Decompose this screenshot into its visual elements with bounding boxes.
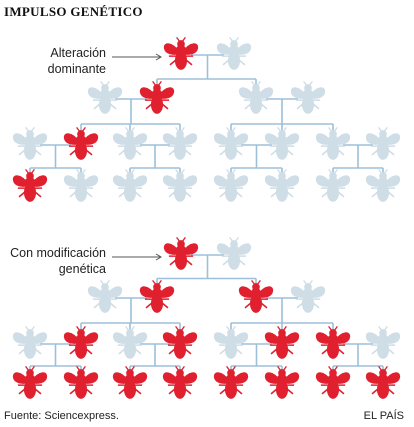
fly-individuals	[12, 36, 401, 400]
mutant-fly-icon	[163, 36, 199, 71]
normal-fly-icon	[365, 168, 401, 203]
mutant-fly-icon	[264, 365, 300, 400]
normal-fly-icon	[87, 80, 123, 115]
mutant-fly-icon	[12, 168, 48, 203]
normal-fly-icon	[213, 325, 249, 360]
mutant-fly-icon	[112, 365, 148, 400]
publisher-credit: EL PAÍS	[363, 410, 404, 422]
normal-fly-icon	[112, 168, 148, 203]
normal-fly-icon	[112, 325, 148, 360]
normal-fly-icon	[112, 126, 148, 161]
mutant-fly-icon	[162, 325, 198, 360]
normal-fly-icon	[213, 168, 249, 203]
normal-fly-icon	[12, 126, 48, 161]
normal-fly-icon	[87, 279, 123, 314]
mutant-fly-icon	[63, 365, 99, 400]
normal-fly-icon	[238, 80, 274, 115]
normal-fly-icon	[216, 36, 252, 71]
normal-fly-icon	[365, 325, 401, 360]
normal-fly-icon	[264, 126, 300, 161]
mutant-fly-icon	[63, 325, 99, 360]
normal-fly-icon	[213, 126, 249, 161]
normal-fly-icon	[162, 168, 198, 203]
mutant-fly-icon	[12, 365, 48, 400]
mutant-fly-icon	[315, 365, 351, 400]
label-line-2: genética	[58, 262, 106, 276]
label-line-1: Con modificación	[10, 246, 106, 260]
normal-fly-icon	[12, 325, 48, 360]
mutant-fly-icon	[139, 80, 175, 115]
normal-fly-icon	[216, 236, 252, 271]
mutant-fly-icon	[139, 279, 175, 314]
label-line-1: Alteración	[50, 46, 106, 60]
normal-fly-icon	[365, 126, 401, 161]
normal-fly-icon	[162, 126, 198, 161]
normal-fly-icon	[290, 80, 326, 115]
mutant-fly-icon	[315, 325, 351, 360]
label-alteracion-dominante: Alteración dominante	[20, 45, 106, 77]
mutant-fly-icon	[365, 365, 401, 400]
mutant-fly-icon	[163, 236, 199, 271]
infographic-title: IMPULSO GENÉTICO	[4, 4, 143, 19]
normal-fly-icon	[264, 168, 300, 203]
mutant-fly-icon	[63, 126, 99, 161]
label-arrow	[112, 253, 162, 261]
normal-fly-icon	[315, 126, 351, 161]
label-con-modificacion-genetica: Con modificación genética	[2, 245, 106, 277]
normal-fly-icon	[315, 168, 351, 203]
mutant-fly-icon	[238, 279, 274, 314]
normal-fly-icon	[290, 279, 326, 314]
label-arrow	[112, 53, 162, 61]
normal-fly-icon	[63, 168, 99, 203]
pedigree-connectors	[29, 53, 384, 372]
label-line-2: dominante	[47, 62, 106, 76]
source-note: Fuente: Sciencexpress.	[4, 410, 119, 422]
mutant-fly-icon	[213, 365, 249, 400]
mutant-fly-icon	[264, 325, 300, 360]
mutant-fly-icon	[162, 365, 198, 400]
